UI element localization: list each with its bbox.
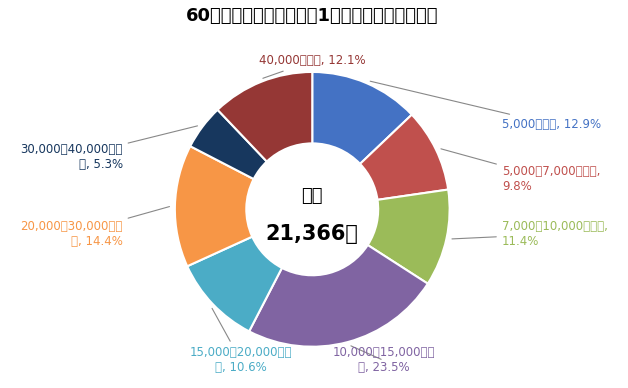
Text: 21,366円: 21,366円 [266, 224, 359, 244]
Title: 60歳代の直近の入院時の1日あたり自己負担費用: 60歳代の直近の入院時の1日あたり自己負担費用 [186, 7, 438, 25]
Wedge shape [190, 110, 267, 179]
Text: 10,000～15,000円未
満, 23.5%: 10,000～15,000円未 満, 23.5% [332, 346, 435, 374]
Wedge shape [217, 72, 312, 161]
Text: 5,000～7,000円未満,
9.8%: 5,000～7,000円未満, 9.8% [441, 149, 600, 193]
Text: 20,000～30,000円未
満, 14.4%: 20,000～30,000円未 満, 14.4% [20, 206, 170, 248]
Wedge shape [312, 72, 412, 164]
Wedge shape [249, 245, 428, 347]
Text: 15,000～20,000円未
満, 10.6%: 15,000～20,000円未 満, 10.6% [190, 308, 292, 374]
Text: 5,000円未満, 12.9%: 5,000円未満, 12.9% [370, 81, 601, 131]
Wedge shape [368, 190, 450, 284]
Text: 7,000～10,000円未満,
11.4%: 7,000～10,000円未満, 11.4% [452, 220, 608, 248]
Wedge shape [187, 237, 282, 331]
Text: 平均: 平均 [301, 187, 323, 204]
Wedge shape [360, 115, 448, 200]
Text: 30,000～40,000円未
満, 5.3%: 30,000～40,000円未 満, 5.3% [20, 126, 197, 171]
Wedge shape [175, 146, 254, 266]
Text: 40,000円以上, 12.1%: 40,000円以上, 12.1% [259, 54, 365, 78]
